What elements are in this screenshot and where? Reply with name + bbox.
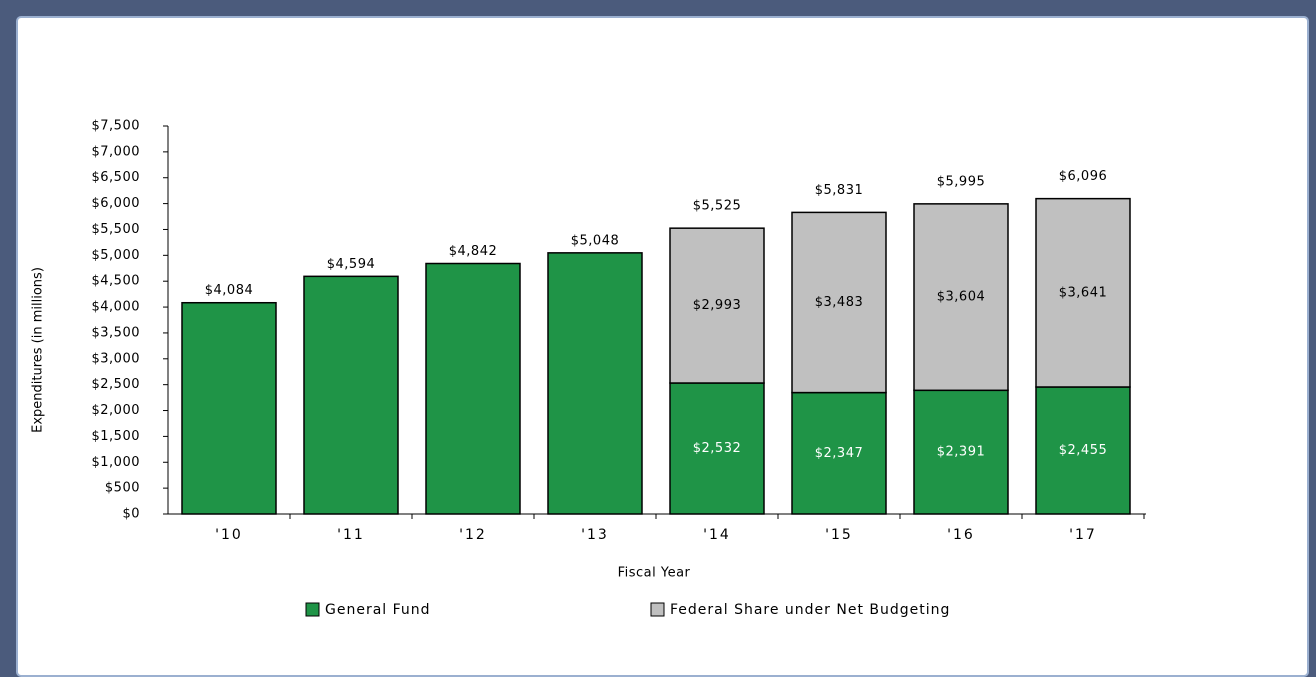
bar-segment [791,211,887,394]
bar-segment [669,382,765,515]
legend-swatch [305,602,320,617]
total-label: $5,525 [693,199,742,214]
y-tick-label: $7,500 [92,119,141,134]
bar-value-label: $2,391 [937,445,986,460]
x-tick-label: '12 [459,527,487,543]
total-label: $4,084 [205,283,254,298]
x-tick-label: '17 [1069,527,1097,543]
bar-value-label: $2,347 [815,446,864,461]
y-tick-label: $2,000 [92,403,141,418]
bar-segment [425,262,521,515]
bar-segment [669,227,765,384]
bar-value-label: $2,993 [693,298,742,313]
x-axis-label: Fiscal Year [618,566,691,581]
y-tick-label: $3,000 [92,351,141,366]
legend-swatch [650,602,665,617]
y-tick-label: $6,000 [92,196,141,211]
y-tick-label: $1,500 [92,429,141,444]
bar-segment [913,203,1009,392]
bar-segment [913,389,1009,515]
y-tick-label: $1,000 [92,455,141,470]
y-tick-label: $6,500 [92,170,141,185]
total-label: $4,842 [449,244,498,259]
bar-segment [181,301,277,515]
bar-value-label: $2,532 [693,441,742,456]
bar-segment [547,252,643,515]
y-tick-label: $2,500 [92,377,141,392]
y-tick-label: $7,000 [92,144,141,159]
y-tick-label: $4,500 [92,274,141,289]
y-tick-label: $500 [105,481,140,496]
total-label: $5,995 [937,174,986,189]
total-label: $5,048 [571,233,620,248]
y-tick-label: $3,500 [92,325,141,340]
x-tick-label: '11 [337,527,365,543]
y-tick-label: $4,000 [92,300,141,315]
x-tick-label: '15 [825,527,853,543]
x-tick-label: '13 [581,527,609,543]
bar-value-label: $2,455 [1059,443,1108,458]
legend-label: General Fund [325,602,431,618]
y-axis-label: Expenditures (in millions) [31,267,46,433]
legend-label: Federal Share under Net Budgeting [670,602,950,618]
bar-segment [303,275,399,515]
bar-segment [1035,197,1131,388]
y-tick-label: $5,000 [92,248,141,263]
x-tick-label: '10 [215,527,243,543]
x-tick-label: '16 [947,527,975,543]
y-tick-label: $5,500 [92,222,141,237]
bar-value-label: $3,641 [1059,285,1108,300]
y-tick-label: $0 [122,507,140,522]
bar-value-label: $3,604 [937,290,986,305]
total-label: $6,096 [1059,169,1108,184]
total-label: $5,831 [815,183,864,198]
total-label: $4,594 [327,257,376,272]
x-tick-label: '14 [703,527,731,543]
bar-value-label: $3,483 [815,295,864,310]
